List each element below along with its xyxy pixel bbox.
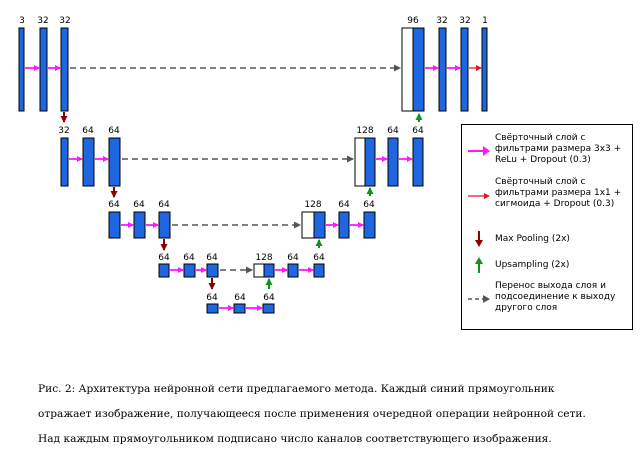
legend-item-upsampling: Upsampling (2x) [462, 255, 632, 275]
skip-copy-block [253, 263, 265, 278]
feature-map-block [108, 137, 121, 187]
channel-label: 64 [287, 253, 299, 263]
channel-label: 3 [19, 16, 25, 26]
feature-map-block [364, 137, 376, 187]
feature-map-block [262, 303, 275, 314]
legend-item-skip: Перенос выхода слоя и подсоединение к вы… [462, 279, 632, 323]
feature-map-block [183, 263, 196, 278]
channel-label: 1 [482, 16, 488, 26]
channel-label: 64 [108, 200, 120, 210]
channel-label: 64 [363, 200, 375, 210]
feature-map-block [412, 137, 424, 187]
channel-label: 32 [459, 16, 470, 26]
skip-copy-block [401, 27, 414, 112]
feature-map-block [39, 27, 48, 112]
feature-map-block [363, 211, 376, 239]
channel-label: 64 [234, 293, 246, 303]
feature-map-block [460, 27, 469, 112]
legend-text: Upsampling (2x) [495, 260, 570, 270]
legend-text: Max Pooling (2x) [495, 234, 570, 244]
feature-map-block [133, 211, 146, 239]
magenta-arrow-icon [468, 146, 490, 156]
green-up-arrow-icon [475, 257, 483, 273]
feature-map-block [313, 211, 326, 239]
feature-map-block [233, 303, 246, 314]
feature-map-block [158, 211, 171, 239]
channel-label: 64 [206, 293, 218, 303]
feature-map-block [206, 263, 219, 278]
gray-dashed-arrow-icon [468, 295, 490, 303]
channel-label: 64 [133, 200, 145, 210]
feature-map-block [263, 263, 275, 278]
channel-label: 128 [255, 253, 272, 263]
channel-label: 64 [412, 126, 424, 136]
feature-map-block [60, 27, 69, 112]
skip-copy-block [354, 137, 366, 187]
feature-map-block [481, 27, 488, 112]
skip-copy-block [301, 211, 315, 239]
feature-map-block [82, 137, 95, 187]
channel-label: 32 [436, 16, 447, 26]
feature-map-block [18, 27, 25, 112]
channel-label: 32 [59, 16, 70, 26]
dark-red-down-arrow-icon [475, 231, 483, 247]
channel-label: 128 [304, 200, 321, 210]
channel-label: 64 [108, 126, 120, 136]
channel-label: 64 [313, 253, 325, 263]
feature-map-block [338, 211, 350, 239]
legend-item-conv3x3: Свёрточный слой с фильтрами размера 3x3 … [462, 131, 632, 169]
channel-label: 64 [158, 200, 170, 210]
legend-item-conv1x1: Свёрточный слой с фильтрами размера 1x1 … [462, 177, 632, 223]
channel-label: 64 [158, 253, 170, 263]
red-arrow-icon [468, 193, 490, 199]
channel-label: 64 [82, 126, 94, 136]
legend-text: Перенос выхода слоя и подсоединение к вы… [495, 281, 616, 313]
feature-map-block [108, 211, 121, 239]
channel-label: 128 [356, 126, 373, 136]
feature-map-block [60, 137, 69, 187]
channel-label: 64 [387, 126, 399, 136]
feature-map-block [313, 263, 325, 278]
channel-label: 96 [407, 16, 419, 26]
channel-label: 64 [263, 293, 275, 303]
channel-label: 64 [206, 253, 218, 263]
legend-text: Свёрточный слой с фильтрами размера 1x1 … [495, 177, 622, 209]
feature-map-block [287, 263, 299, 278]
feature-map-block [412, 27, 425, 112]
channel-label: 64 [183, 253, 195, 263]
channel-label: 32 [58, 126, 69, 136]
feature-map-block [158, 263, 170, 278]
feature-map-block [387, 137, 399, 187]
figure-caption: Рис. 2: Архитектура нейронной сети предл… [38, 383, 586, 445]
legend-text: Свёрточный слой с фильтрами размера 3x3 … [495, 133, 622, 165]
channel-label: 64 [338, 200, 350, 210]
channel-label: 32 [37, 16, 48, 26]
feature-map-block [438, 27, 447, 112]
legend: Свёрточный слой с фильтрами размера 3x3 … [461, 124, 633, 330]
legend-item-max-pooling: Max Pooling (2x) [462, 229, 632, 249]
feature-map-block [206, 303, 219, 314]
